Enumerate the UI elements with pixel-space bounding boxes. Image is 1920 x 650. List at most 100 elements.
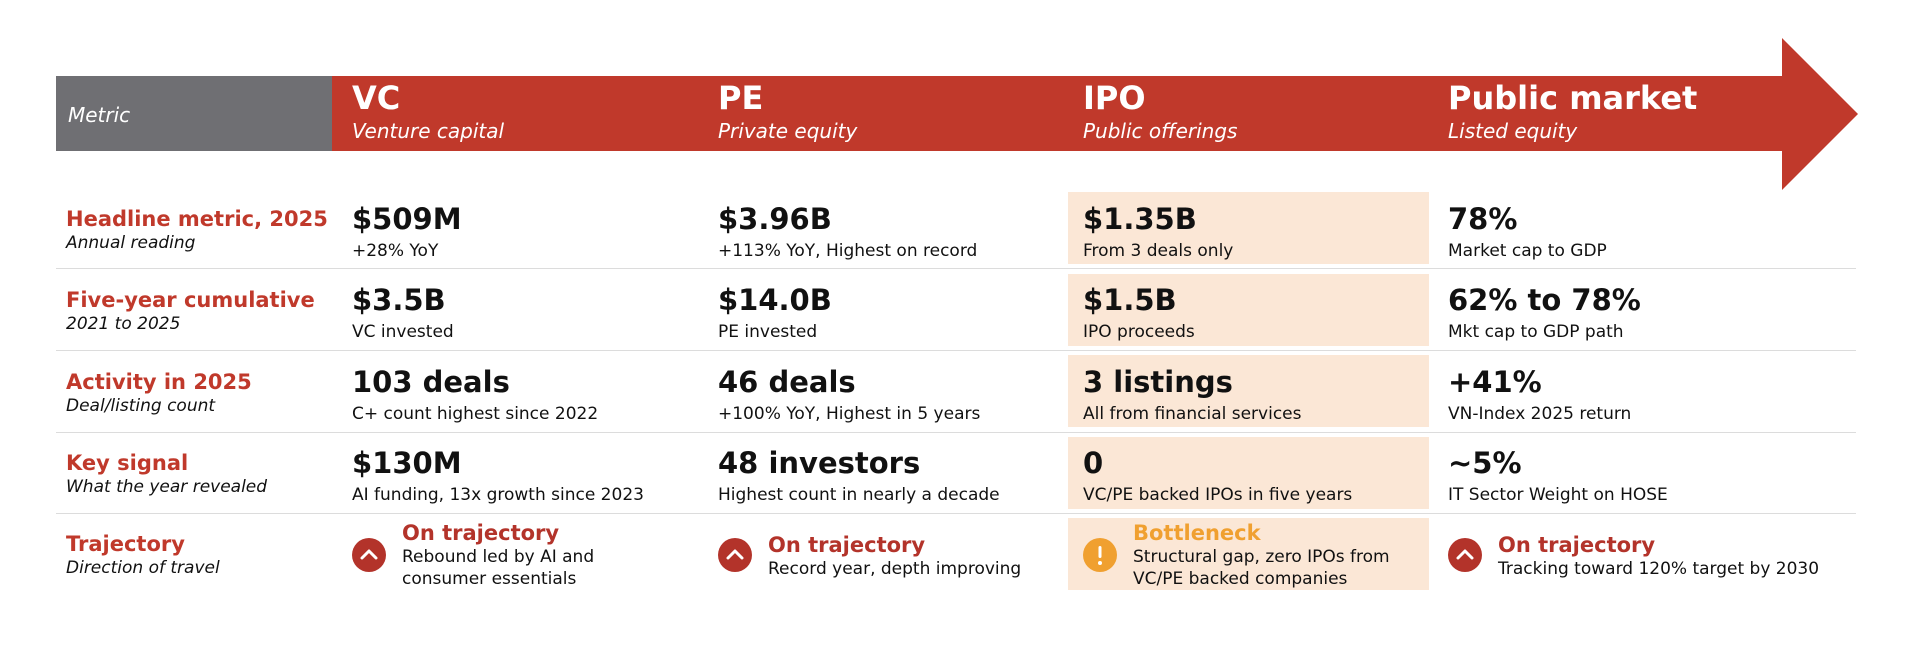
row-label-title: Trajectory [66,532,185,556]
cell-value: 62% to 78% [1448,283,1641,317]
cell-detail: +28% YoY [352,241,439,261]
ipo-highlight [1068,518,1429,590]
table-cell: 103 deals C+ count highest since 2022 [352,365,598,425]
trajectory-pe: On trajectory Record year, depth improvi… [718,518,1068,590]
trajectory-status: On trajectory [402,521,560,545]
header-subtitle: Venture capital [352,119,505,143]
cell-value: $1.35B [1083,202,1197,236]
cell-value: 103 deals [352,365,510,399]
cell-value: 3 listings [1083,365,1233,399]
trajectory-status: On trajectory [1498,533,1656,557]
trajectory-line: Structural gap, zero IPOs from [1133,547,1390,567]
row-label-cumulative: Five-year cumulative 2021 to 2025 [66,287,315,335]
cell-detail: IPO proceeds [1083,322,1195,342]
cell-detail: VN-Index 2025 return [1448,404,1632,424]
chevron-up-icon [1448,538,1482,572]
table-cell: $3.96B +113% YoY, Highest on record [718,202,977,262]
header-metric-label: Metric [68,103,131,127]
chevron-up-icon [718,538,752,572]
row-divider [56,513,1856,514]
trajectory-ipo: Bottleneck Structural gap, zero IPOs fro… [1083,518,1423,590]
cell-detail: From 3 deals only [1083,241,1234,261]
row-divider [56,350,1856,351]
ipo-highlight [1068,437,1429,509]
trajectory-line: VC/PE backed companies [1133,569,1348,589]
table-cell: 3 listings All from financial services [1083,365,1302,425]
header-subtitle: Private equity [718,119,858,143]
cell-value: $1.5B [1083,283,1177,317]
row-label-title: Headline metric, 2025 [66,207,328,231]
header-title: IPO [1083,79,1146,117]
table-cell: 78% Market cap to GDP [1448,202,1607,262]
trajectory-line: Tracking toward 120% target by 2030 [1498,559,1820,579]
table-cell: $1.35B From 3 deals only [1083,202,1233,262]
cell-detail: PE invested [718,322,818,342]
trajectory-public-market: On trajectory Tracking toward 120% targe… [1448,518,1848,590]
cell-value: $3.5B [352,283,446,317]
row-label-title: Key signal [66,451,189,475]
cell-detail: IT Sector Weight on HOSE [1448,485,1668,505]
row-label-trajectory: Trajectory Direction of travel [66,531,220,579]
header-title: PE [718,79,764,117]
table-cell: 48 investors Highest count in nearly a d… [718,446,1000,506]
trajectory-vc: On trajectory Rebound led by AI and cons… [352,518,702,590]
table-cell: $1.5B IPO proceeds [1083,283,1195,343]
cell-value: $3.96B [718,202,832,236]
row-label-key-signal: Key signal What the year revealed [66,450,267,498]
cell-value: $509M [352,202,462,236]
cell-value: 78% [1448,202,1518,236]
row-label-activity: Activity in 2025 Deal/listing count [66,369,252,417]
row-label-subtitle: What the year revealed [66,477,268,497]
cell-detail: C+ count highest since 2022 [352,404,599,424]
header-title: Public market [1448,79,1698,117]
header-subtitle: Listed equity [1448,119,1578,143]
cell-detail: Mkt cap to GDP path [1448,322,1624,342]
header-subtitle: Public offerings [1083,119,1238,143]
trajectory-status: On trajectory [768,533,926,557]
table-cell: +41% VN-Index 2025 return [1448,365,1631,425]
header-metric-cell: Metric [56,76,332,151]
cell-detail: All from financial services [1083,404,1302,424]
header-pe: PE Private equity [718,80,857,144]
table-cell: $130M AI funding, 13x growth since 2023 [352,446,644,506]
row-divider [56,432,1856,433]
row-label-subtitle: Deal/listing count [66,396,216,416]
ipo-highlight [1068,274,1429,346]
trajectory-line: Rebound led by AI and [402,547,595,567]
cell-detail: Market cap to GDP [1448,241,1607,261]
cell-value: ~5% [1448,446,1522,480]
row-label-headline: Headline metric, 2025 Annual reading [66,206,328,254]
trajectory-status: Bottleneck [1133,521,1261,545]
ipo-highlight [1068,355,1429,427]
cell-detail: +113% YoY, Highest on record [718,241,978,261]
header-ipo: IPO Public offerings [1083,80,1237,144]
table-cell: ~5% IT Sector Weight on HOSE [1448,446,1668,506]
header-public-market: Public market Listed equity [1448,80,1697,144]
cell-value: 48 investors [718,446,921,480]
table-cell: $3.5B VC invested [352,283,454,343]
trajectory-line: consumer essentials [402,569,577,589]
table-cell: $509M +28% YoY [352,202,462,262]
row-label-subtitle: 2021 to 2025 [66,314,181,334]
chevron-up-icon [352,538,386,572]
cell-value: 0 [1083,446,1104,480]
cell-detail: VC/PE backed IPOs in five years [1083,485,1353,505]
cell-detail: AI funding, 13x growth since 2023 [352,485,644,505]
row-divider [56,268,1856,269]
row-label-subtitle: Direction of travel [66,558,220,578]
row-label-title: Activity in 2025 [66,370,252,394]
table-cell: 0 VC/PE backed IPOs in five years [1083,446,1352,506]
cell-detail: +100% YoY, Highest in 5 years [718,404,981,424]
cell-detail: Highest count in nearly a decade [718,485,1000,505]
table-cell: 46 deals +100% YoY, Highest in 5 years [718,365,980,425]
cell-value: $130M [352,446,462,480]
header-vc: VC Venture capital [352,80,504,144]
cell-detail: VC invested [352,322,454,342]
cell-value: 46 deals [718,365,856,399]
header-title: VC [352,79,401,117]
table-cell: 62% to 78% Mkt cap to GDP path [1448,283,1641,343]
cell-value: $14.0B [718,283,832,317]
exclamation-icon [1083,538,1117,572]
table-cell: $14.0B PE invested [718,283,832,343]
cell-value: +41% [1448,365,1542,399]
